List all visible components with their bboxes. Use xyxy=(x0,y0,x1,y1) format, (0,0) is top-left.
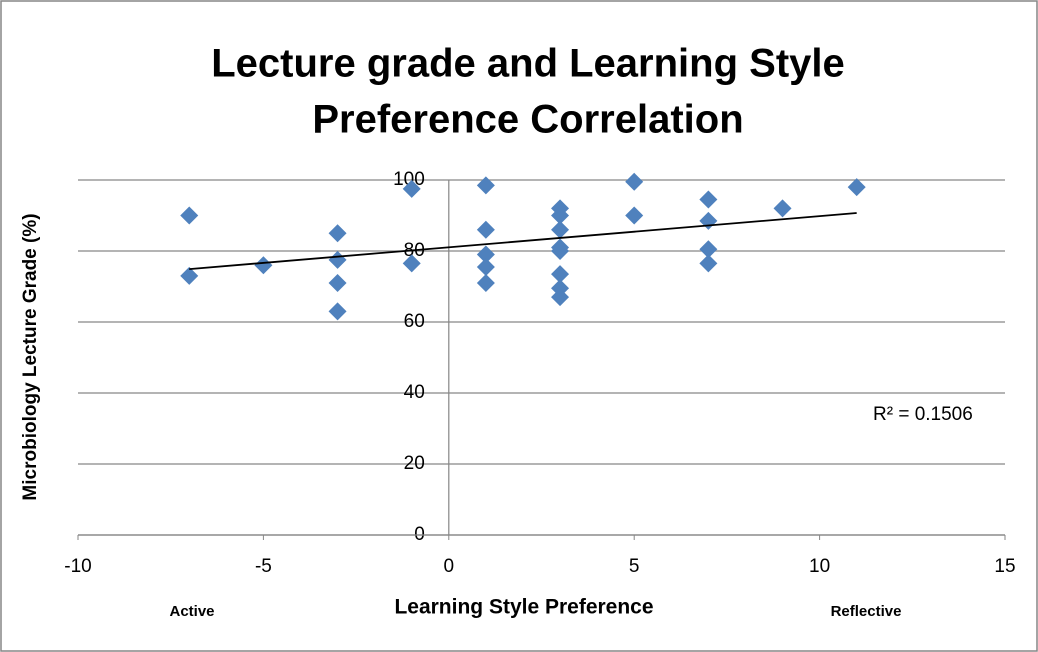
point xyxy=(551,265,570,284)
chart-title: Lecture grade and Learning Style xyxy=(211,42,845,86)
point xyxy=(699,240,718,259)
x-axis-label: Learning Style Preference xyxy=(394,596,653,619)
x-tick-label: -5 xyxy=(255,556,272,577)
point xyxy=(476,257,495,276)
axis-end-label: Reflective xyxy=(831,603,902,620)
point xyxy=(328,224,347,243)
point xyxy=(847,178,866,197)
point xyxy=(551,220,570,239)
x-tick-label: 15 xyxy=(994,556,1015,577)
point xyxy=(773,199,792,218)
point xyxy=(254,256,273,275)
point xyxy=(402,254,421,273)
y-tick-label: 40 xyxy=(404,382,425,403)
y-axis-label: Microbiology Lecture Grade (%) xyxy=(20,213,41,500)
point xyxy=(180,206,199,225)
trendline xyxy=(189,212,857,271)
point xyxy=(625,206,644,225)
point xyxy=(476,273,495,292)
point xyxy=(625,172,644,191)
axis-end-label: Active xyxy=(169,603,214,620)
point xyxy=(551,288,570,307)
point xyxy=(328,273,347,292)
point xyxy=(180,266,199,285)
point xyxy=(476,245,495,264)
r-squared: R² = 0.1506 xyxy=(873,404,973,425)
point xyxy=(402,179,421,198)
point xyxy=(476,220,495,239)
point xyxy=(699,254,718,273)
y-tick-label: 20 xyxy=(404,453,425,474)
x-tick-label: 0 xyxy=(444,556,455,577)
point xyxy=(476,176,495,195)
point xyxy=(551,242,570,260)
y-tick-label: 100 xyxy=(393,169,425,190)
x-tick-label: 10 xyxy=(809,556,830,577)
chart-title: Preference Correlation xyxy=(312,98,743,142)
point xyxy=(551,206,570,225)
y-tick-label: 60 xyxy=(404,311,425,332)
point xyxy=(699,190,718,209)
x-tick-label: -10 xyxy=(64,556,91,577)
x-tick-label: 5 xyxy=(629,556,640,577)
point xyxy=(328,302,347,321)
